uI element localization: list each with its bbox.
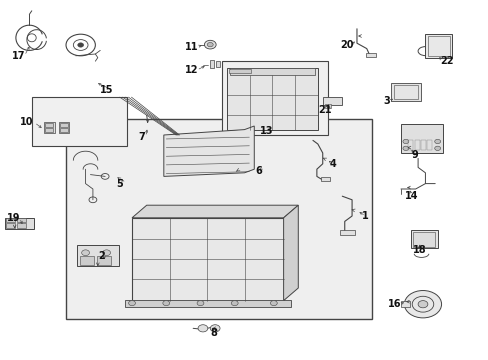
Bar [80, 256, 94, 265]
Bar [59, 122, 69, 133]
Text: 12: 12 [185, 65, 199, 75]
Circle shape [128, 301, 135, 306]
Text: 2: 2 [98, 251, 104, 261]
Bar [77, 245, 119, 266]
Bar [6, 223, 15, 228]
Bar [365, 53, 375, 57]
Text: 21: 21 [318, 105, 331, 115]
Circle shape [81, 250, 89, 256]
Text: 3: 3 [382, 96, 389, 106]
Text: 1: 1 [362, 211, 368, 221]
Circle shape [102, 250, 110, 256]
Bar [410, 230, 437, 248]
Bar [393, 85, 417, 99]
Bar [60, 128, 68, 132]
Circle shape [78, 43, 83, 47]
Bar [400, 301, 409, 307]
Bar [17, 218, 26, 222]
Bar [320, 177, 329, 181]
Bar [427, 140, 431, 150]
Polygon shape [163, 126, 254, 176]
Circle shape [163, 301, 169, 306]
Text: 11: 11 [185, 42, 199, 52]
Circle shape [197, 301, 203, 306]
Text: 22: 22 [440, 56, 453, 66]
Circle shape [210, 325, 220, 332]
Circle shape [434, 146, 440, 150]
Text: 15: 15 [100, 85, 113, 95]
Bar [390, 83, 420, 101]
Bar [222, 61, 327, 135]
Bar [32, 97, 127, 146]
Bar [427, 36, 449, 56]
Bar [124, 300, 290, 307]
Text: 13: 13 [259, 126, 273, 136]
Bar [412, 232, 434, 247]
Bar [6, 218, 15, 222]
Circle shape [404, 291, 441, 318]
Bar [5, 218, 34, 229]
Polygon shape [283, 205, 298, 301]
Text: 16: 16 [387, 299, 401, 309]
Bar [97, 256, 111, 265]
Text: 7: 7 [138, 132, 145, 142]
Text: 17: 17 [12, 51, 25, 61]
Bar [420, 140, 425, 150]
Text: 6: 6 [255, 166, 262, 176]
Text: 18: 18 [412, 245, 426, 255]
Text: 9: 9 [410, 150, 417, 160]
Bar [210, 60, 214, 68]
Circle shape [434, 139, 440, 144]
Bar [324, 104, 330, 108]
Circle shape [204, 40, 216, 49]
Text: 20: 20 [340, 40, 353, 50]
Bar [229, 68, 315, 75]
Circle shape [270, 301, 277, 306]
Circle shape [198, 325, 207, 332]
Bar [407, 140, 412, 150]
Circle shape [417, 301, 427, 308]
Bar [132, 218, 283, 301]
Text: 4: 4 [328, 159, 335, 169]
Bar [66, 119, 371, 319]
Circle shape [231, 301, 238, 306]
Bar [45, 128, 53, 132]
Bar [215, 61, 219, 67]
Text: 10: 10 [20, 117, 34, 127]
Text: 8: 8 [210, 328, 217, 338]
Bar [60, 123, 68, 127]
Bar [45, 123, 53, 127]
Polygon shape [132, 205, 298, 218]
Bar [17, 223, 26, 228]
Text: 14: 14 [404, 191, 418, 201]
Bar [339, 230, 354, 235]
Text: 5: 5 [116, 179, 123, 189]
Bar [44, 122, 55, 133]
Circle shape [402, 146, 408, 150]
Bar [414, 140, 419, 150]
Bar [425, 34, 451, 58]
Circle shape [402, 139, 408, 144]
Circle shape [207, 42, 213, 47]
Text: 19: 19 [7, 213, 20, 223]
Bar [400, 124, 442, 153]
Bar [228, 69, 250, 73]
Bar [322, 97, 342, 105]
Bar [227, 68, 317, 130]
